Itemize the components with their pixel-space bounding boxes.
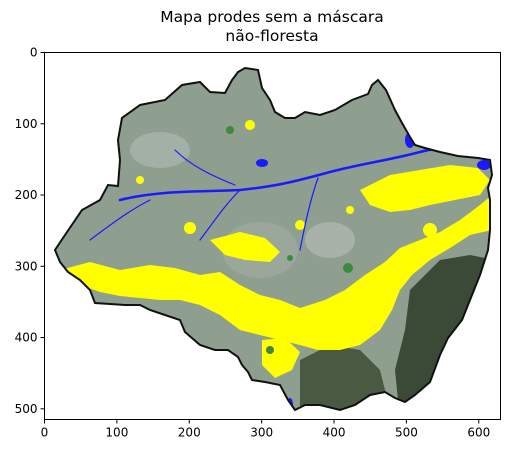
deforestation-central [210,232,280,262]
chart-title: Mapa prodes sem a máscara não-floresta [44,8,500,46]
y-tick-label: 400 [15,331,38,345]
y-tick-label: 500 [15,402,38,416]
y-tick-label: 100 [15,117,38,131]
deforestation-arc [60,195,492,350]
green-patches [226,126,353,354]
green-patch [343,263,353,273]
x-tick-label: 400 [323,426,346,440]
x-tick-label: 200 [178,426,201,440]
water-body [256,159,268,167]
deforestation-northeast [360,165,490,212]
water-body [477,160,491,170]
x-tick-label: 300 [250,426,273,440]
deforestation-spot [224,299,236,311]
y-axis: 0 100 200 300 400 500 [15,46,45,416]
tributary-river [174,149,236,186]
light-forest-patch [305,222,355,258]
deforestation-spot [295,220,305,230]
x-tick-label: 0 [41,426,49,440]
deforestation-spot [423,223,437,237]
tributary-river [89,199,151,241]
green-patch [287,255,293,261]
axes-frame [44,52,501,420]
x-tick-label: 600 [467,426,490,440]
green-patch [226,126,234,134]
deforestation-spot [245,120,255,130]
deforestation-spot [136,176,144,184]
rivers [89,147,477,251]
x-tick-label: 500 [395,426,418,440]
y-tick-label: 300 [15,259,38,273]
chart-title-line2: não-floresta [225,27,319,45]
x-tick-label: 100 [105,426,128,440]
deforestation-spot [184,222,196,234]
light-forest-patch [130,132,190,168]
tributary-river [299,177,319,251]
tributary-river [199,189,241,241]
water-body [405,132,415,148]
x-axis: 0 100 200 300 400 500 600 [41,419,490,440]
green-patch [266,346,274,354]
chart-title-line1: Mapa prodes sem a máscara [160,8,384,26]
y-tick-label: 200 [15,188,38,202]
deforestation-areas [60,120,492,378]
deforestation-map-image [54,67,493,411]
y-tick-label: 0 [30,46,38,60]
main-river [118,147,477,202]
deforestation-spot [346,206,354,214]
